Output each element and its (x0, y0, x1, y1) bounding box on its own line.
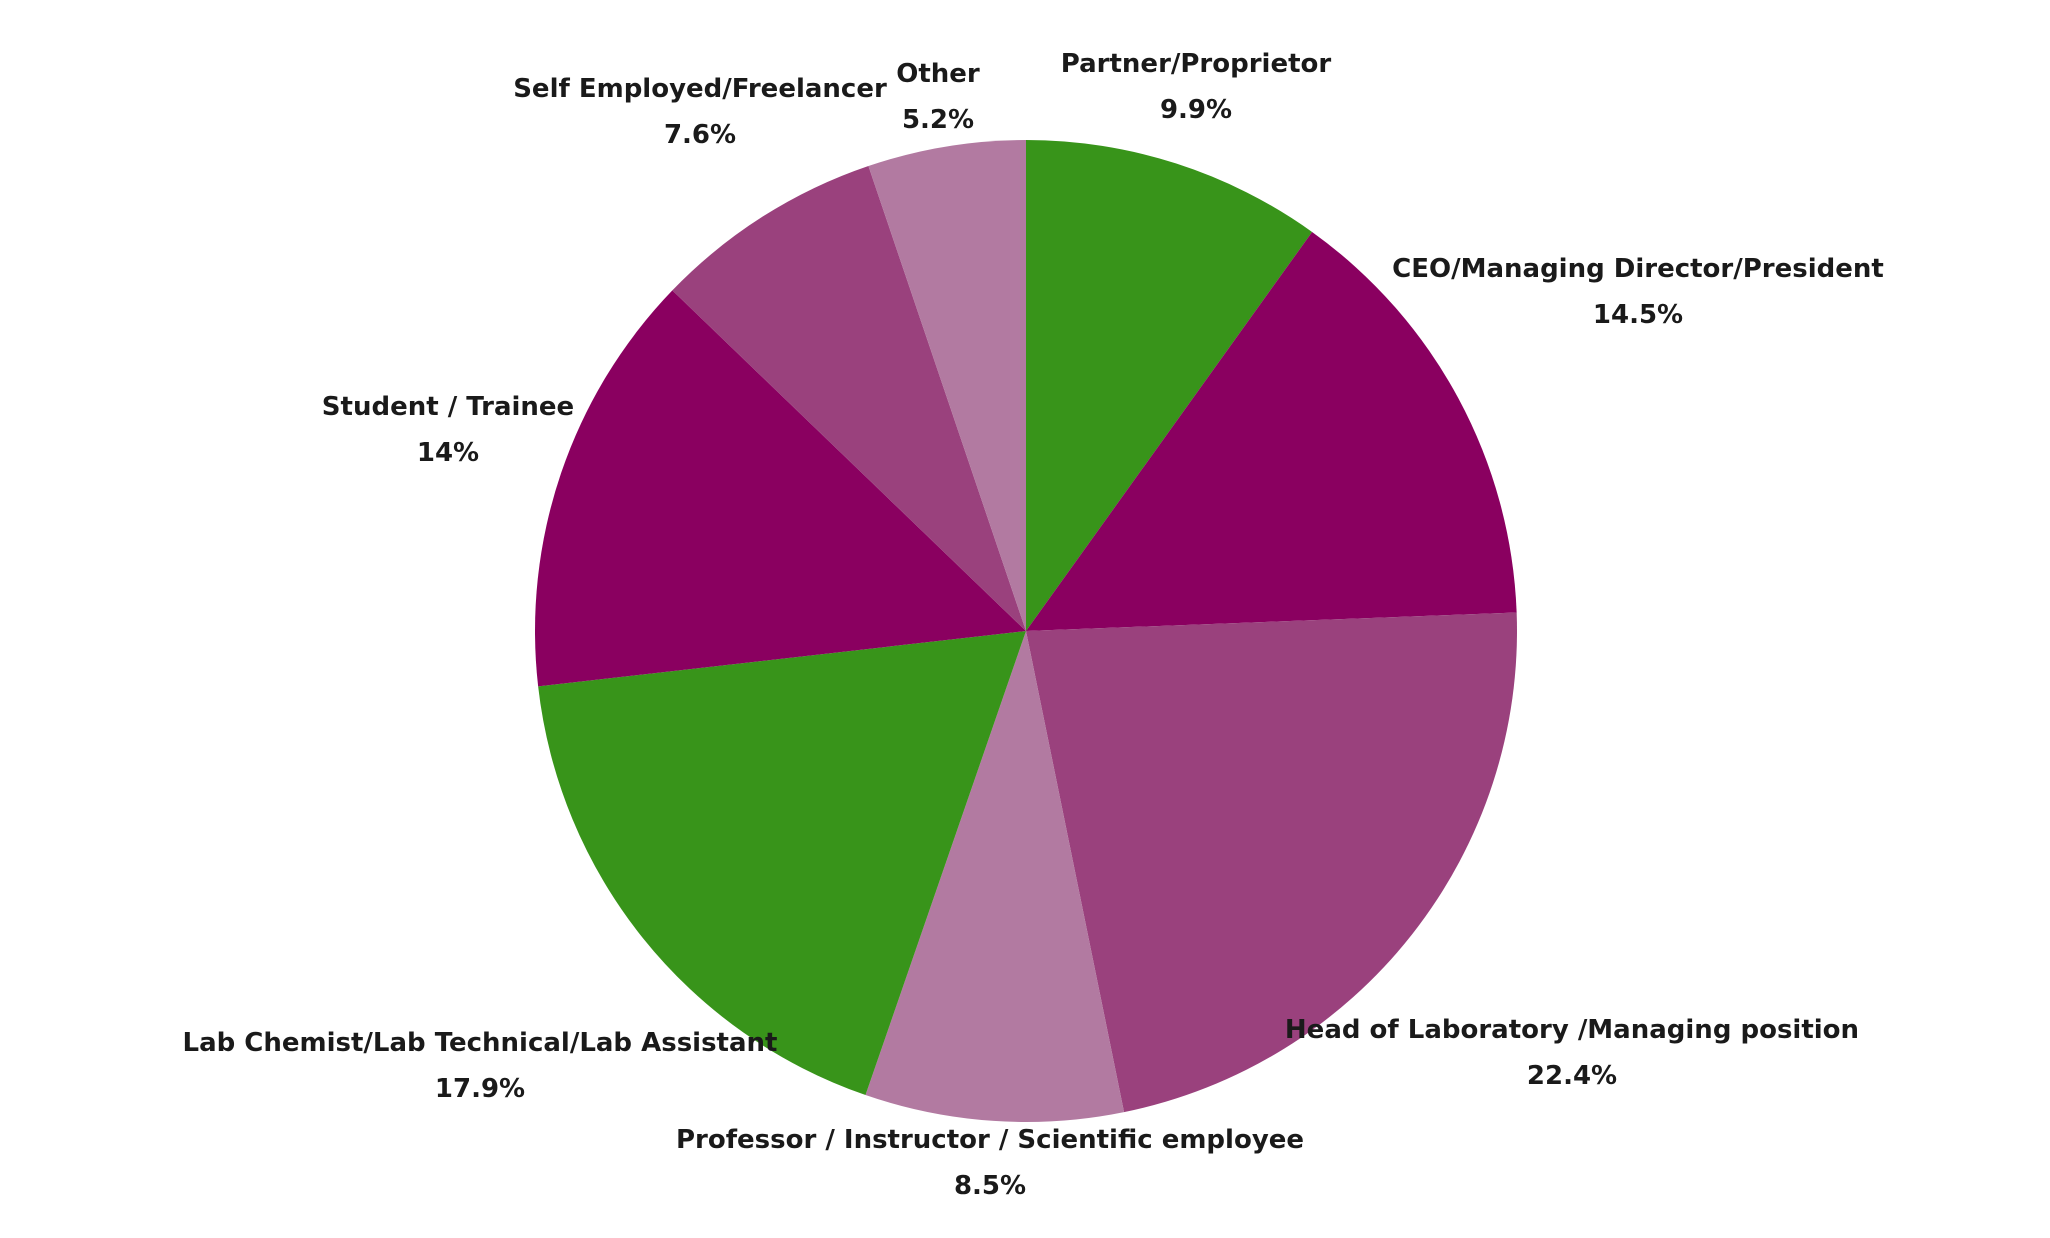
slice-value-label-5: 17.9% (435, 1074, 525, 1104)
pie-slice-6 (535, 290, 1026, 687)
pie-slice-8 (868, 140, 1026, 631)
slice-label-3: Head of Laboratory /Managing position (1285, 1015, 1859, 1045)
pie-labels: Partner/Proprietor 9.9% CEO/Managing Direc… (183, 49, 1884, 1201)
pie-slice-5 (538, 631, 1026, 1096)
pie-slice-1 (1026, 140, 1313, 631)
slice-value-label-2: 14.5% (1593, 300, 1683, 330)
slice-label-5: Lab Chemist/Lab Technical/Lab Assistant (183, 1028, 778, 1058)
pie-slice-7 (672, 165, 1026, 631)
slice-label-8: Other (896, 59, 980, 89)
slice-label-4: Professor / Instructor / Scientific empl… (676, 1125, 1304, 1155)
slice-value-label-7: 7.6% (664, 120, 736, 150)
pie-slice-2 (1026, 231, 1517, 631)
slice-value-label-4: 8.5% (954, 1171, 1026, 1201)
pie-slice-4 (865, 631, 1125, 1123)
pie-slice-3 (1026, 612, 1517, 1113)
pie-slices (535, 140, 1517, 1123)
slice-label-2: CEO/Managing Director/President (1392, 254, 1884, 284)
slice-value-label-6: 14% (417, 438, 479, 468)
slice-value-label-8: 5.2% (902, 105, 974, 135)
slice-value-label-3: 22.4% (1527, 1061, 1617, 1091)
slice-value-label-1: 9.9% (1160, 95, 1232, 125)
slice-label-6: Student / Trainee (322, 392, 574, 422)
slice-label-1: Partner/Proprietor (1061, 49, 1332, 79)
slice-label-7: Self Employed/Freelancer (513, 74, 887, 104)
